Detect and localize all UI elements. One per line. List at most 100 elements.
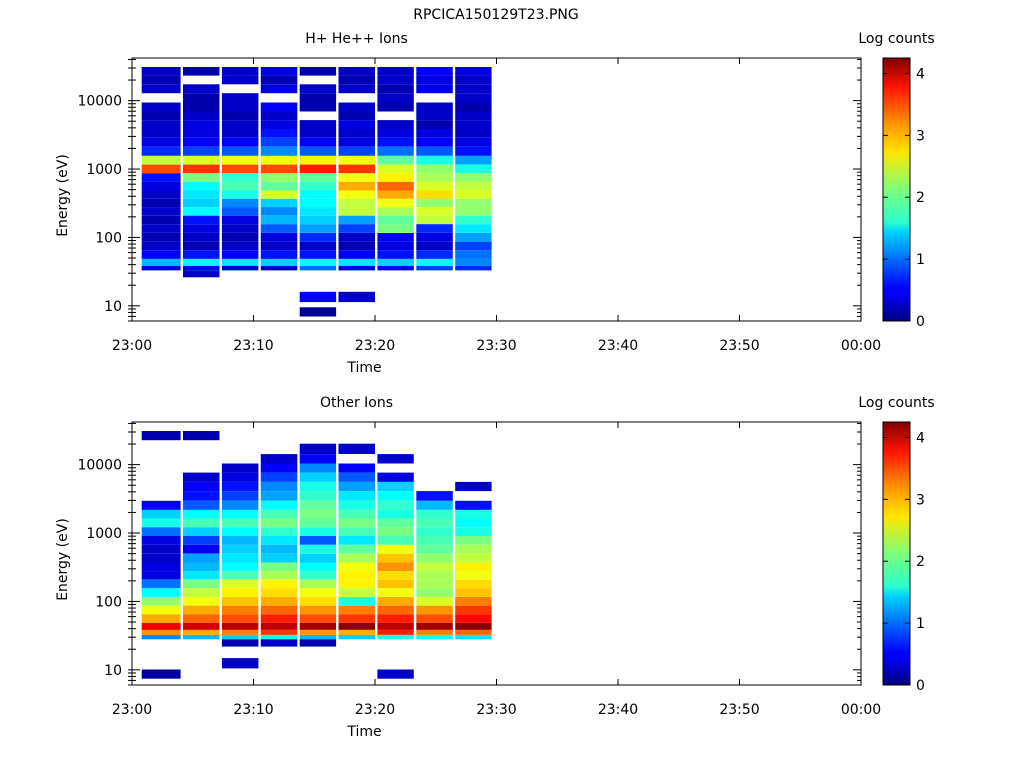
- heatmap-cell: [338, 579, 375, 589]
- heatmap-cell: [183, 120, 220, 129]
- x-tick-label: 23:00: [112, 702, 152, 718]
- heatmap-cell: [260, 553, 298, 563]
- heatmap-cell: [299, 571, 337, 580]
- heatmap-cell: [183, 562, 220, 572]
- heatmap-cell: [338, 597, 375, 606]
- heatmap-cell: [299, 241, 337, 251]
- heatmap-cell: [338, 233, 375, 242]
- heatmap-cell: [377, 181, 414, 191]
- heatmap-cell: [260, 224, 298, 233]
- heatmap-cell: [183, 536, 220, 545]
- heatmap-cell: [183, 629, 220, 635]
- heatmap-cell: [338, 491, 375, 501]
- x-tick-label: 23:20: [355, 702, 395, 718]
- heatmap-cell: [455, 258, 492, 266]
- heatmap-cell: [338, 571, 375, 580]
- heatmap-cell: [338, 111, 375, 120]
- heatmap-cell: [221, 597, 259, 606]
- heatmap-cell: [260, 181, 298, 191]
- heatmap-cell: [260, 215, 298, 225]
- heatmap-cell: [221, 102, 259, 112]
- colorbar-label: Log counts: [858, 31, 934, 47]
- heatmap-cell: [377, 588, 414, 597]
- heatmap-cell: [221, 639, 259, 647]
- x-tick-label: 23:20: [355, 338, 395, 354]
- heatmap-cell: [455, 562, 492, 572]
- heatmap-cell: [416, 75, 453, 85]
- heatmap-cell: [183, 481, 220, 492]
- heatmap-cell: [416, 146, 453, 156]
- heatmap-cell: [377, 481, 414, 492]
- heatmap-cell: [141, 155, 181, 165]
- heatmap-cell: [141, 190, 181, 199]
- heatmap-cell: [260, 129, 298, 138]
- heatmap-cell: [260, 233, 298, 242]
- heatmap-cell: [416, 491, 453, 501]
- heatmap-cell: [183, 129, 220, 138]
- heatmap-cell: [416, 597, 453, 606]
- heatmap-cell: [260, 164, 298, 174]
- heatmap-cell: [377, 562, 414, 572]
- heatmap-cell: [377, 454, 414, 464]
- heatmap-cell: [338, 137, 375, 147]
- heatmap-cell: [377, 84, 414, 94]
- heatmap-cell: [377, 614, 414, 623]
- heatmap-cell: [299, 207, 337, 216]
- heatmap-cell: [260, 571, 298, 580]
- heatmap-cell: [260, 588, 298, 597]
- heatmap-cell: [183, 431, 220, 441]
- heatmap-cell: [455, 536, 492, 545]
- heatmap-cell: [183, 518, 220, 528]
- heatmap-cell: [416, 111, 453, 120]
- heatmap-cell: [260, 605, 298, 615]
- heatmap-cell: [455, 190, 492, 199]
- heatmap-cell: [455, 629, 492, 635]
- heatmap-cell: [377, 241, 414, 251]
- heatmap-cell: [141, 518, 181, 528]
- heatmap-cell: [377, 629, 414, 635]
- heatmap-cell: [455, 481, 492, 492]
- heatmap-cell: [221, 536, 259, 545]
- heatmap-cell: [260, 544, 298, 554]
- x-tick-label: 23:40: [598, 702, 638, 718]
- heatmap-cell: [338, 250, 375, 259]
- heatmap-cell: [377, 224, 414, 233]
- heatmap-cell: [455, 84, 492, 94]
- heatmap-cell: [299, 164, 337, 174]
- colorbar-tick-label: 1: [916, 616, 925, 632]
- heatmap-cell: [377, 634, 414, 640]
- heatmap-cell: [141, 137, 181, 147]
- heatmap-cell: [416, 588, 453, 597]
- heatmap-cell: [299, 472, 337, 482]
- heatmap-cell: [338, 224, 375, 233]
- heatmap-cell: [455, 233, 492, 242]
- heatmap-cell: [338, 500, 375, 510]
- heatmap-cell: [299, 181, 337, 191]
- heatmap-cell: [377, 518, 414, 528]
- heatmap-cell: [377, 233, 414, 242]
- heatmap-cell: [141, 111, 181, 120]
- heatmap-cell: [338, 102, 375, 112]
- heatmap-cell: [338, 463, 375, 473]
- heatmap-cell: [141, 500, 181, 510]
- heatmap-cell: [416, 579, 453, 589]
- heatmap-cell: [183, 553, 220, 563]
- heatmap-cell: [377, 137, 414, 147]
- heatmap-cell: [416, 571, 453, 580]
- x-axis-label: Time: [346, 724, 381, 740]
- heatmap-cell: [416, 173, 453, 182]
- heatmap-cell: [221, 146, 259, 156]
- heatmap-cell: [221, 207, 259, 216]
- heatmap-cell: [221, 571, 259, 580]
- heatmap-cell: [299, 588, 337, 597]
- x-tick-label: 23:30: [476, 338, 516, 354]
- heatmap-cell: [299, 67, 337, 76]
- heatmap-cell: [221, 120, 259, 129]
- colorbar-frame: [882, 57, 911, 322]
- y-tick-label: 10: [104, 299, 122, 315]
- heatmap-cell: [416, 518, 453, 528]
- colorbar-tick-label: 3: [916, 492, 925, 508]
- heatmap-cell: [377, 155, 414, 165]
- colorbar: 0 1 2 3 4 Log counts: [858, 395, 934, 694]
- heatmap-cell: [377, 164, 414, 174]
